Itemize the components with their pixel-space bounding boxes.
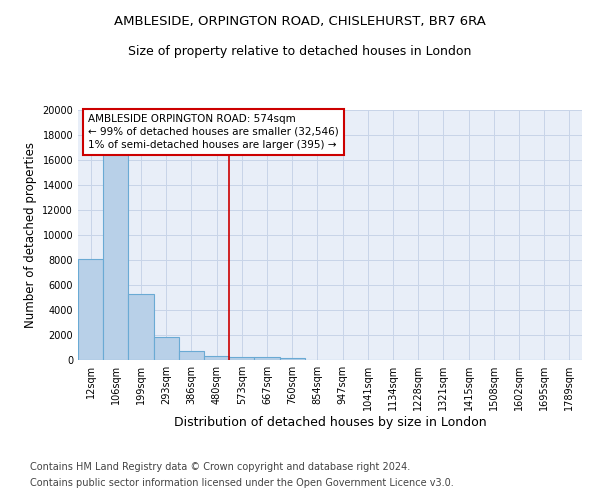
Bar [154, 337, 179, 360]
Bar [128, 294, 154, 360]
Text: Contains public sector information licensed under the Open Government Licence v3: Contains public sector information licen… [30, 478, 454, 488]
Bar [103, 154, 128, 360]
Text: Contains HM Land Registry data © Crown copyright and database right 2024.: Contains HM Land Registry data © Crown c… [30, 462, 410, 472]
Bar [204, 356, 229, 360]
X-axis label: Distribution of detached houses by size in London: Distribution of detached houses by size … [173, 416, 487, 429]
Text: AMBLESIDE, ORPINGTON ROAD, CHISLEHURST, BR7 6RA: AMBLESIDE, ORPINGTON ROAD, CHISLEHURST, … [114, 15, 486, 28]
Bar [254, 357, 280, 360]
Text: AMBLESIDE ORPINGTON ROAD: 574sqm
← 99% of detached houses are smaller (32,546)
1: AMBLESIDE ORPINGTON ROAD: 574sqm ← 99% o… [88, 114, 339, 150]
Bar [78, 259, 103, 360]
Text: Size of property relative to detached houses in London: Size of property relative to detached ho… [128, 45, 472, 58]
Bar [280, 358, 305, 360]
Bar [229, 356, 254, 360]
Bar [179, 350, 204, 360]
Y-axis label: Number of detached properties: Number of detached properties [24, 142, 37, 328]
